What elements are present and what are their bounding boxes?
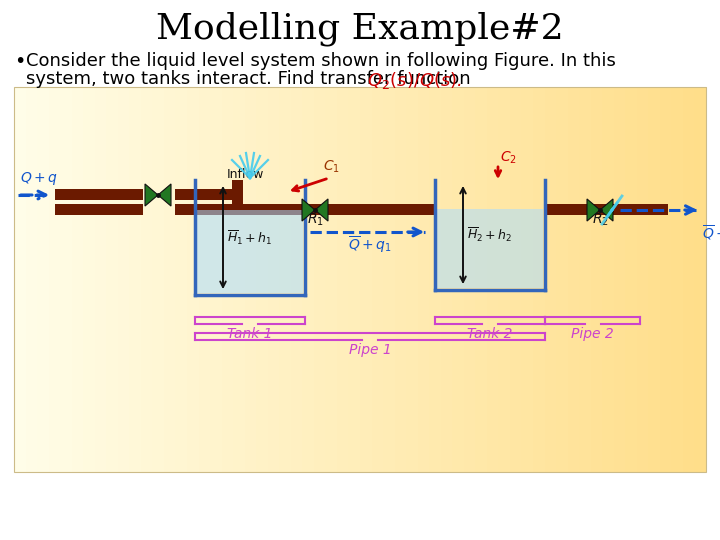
Bar [613, 87, 626, 472]
Bar [695, 87, 707, 472]
Bar [452, 87, 465, 472]
Text: •: • [14, 52, 25, 71]
Bar [671, 87, 684, 472]
Bar [232, 180, 243, 195]
Bar [210, 87, 222, 472]
Bar [233, 87, 246, 472]
Bar [360, 87, 372, 472]
Bar [72, 87, 84, 472]
Bar [187, 87, 199, 472]
Bar [84, 87, 96, 472]
Polygon shape [315, 199, 328, 221]
Bar [256, 87, 269, 472]
Text: system, two tanks interact. Find transfer function: system, two tanks interact. Find transfe… [26, 70, 477, 88]
Bar [418, 87, 431, 472]
Bar [49, 87, 61, 472]
Bar [521, 87, 534, 472]
Text: $R_1$: $R_1$ [307, 212, 323, 228]
Bar [441, 87, 454, 472]
Text: Consider the liquid level system shown in following Figure. In this: Consider the liquid level system shown i… [26, 52, 616, 70]
Bar [510, 87, 523, 472]
Bar [268, 87, 280, 472]
Bar [395, 87, 407, 472]
Polygon shape [302, 199, 315, 221]
Bar [164, 87, 176, 472]
Bar [25, 87, 38, 472]
Bar [567, 87, 580, 472]
Text: Inflow: Inflow [226, 168, 264, 181]
Bar [55, 204, 143, 215]
Bar [107, 87, 119, 472]
Text: $\overline{H}_1+h_1$: $\overline{H}_1+h_1$ [227, 229, 272, 247]
Bar [245, 87, 257, 472]
Bar [14, 87, 706, 472]
Bar [602, 87, 615, 472]
Text: $Q+q$: $Q+q$ [20, 170, 58, 187]
Bar [195, 204, 435, 215]
Bar [55, 189, 143, 200]
Bar [545, 204, 668, 215]
Polygon shape [158, 184, 171, 206]
Bar [199, 87, 211, 472]
Text: Tank 1: Tank 1 [228, 327, 273, 341]
Polygon shape [587, 199, 600, 221]
Text: Pipe 2: Pipe 2 [571, 327, 614, 341]
Bar [37, 87, 50, 472]
Text: Tank 2: Tank 2 [467, 327, 513, 341]
Text: $R_2$: $R_2$ [592, 212, 608, 228]
Bar [175, 204, 240, 215]
Bar [544, 87, 557, 472]
Bar [487, 87, 500, 472]
Bar [625, 87, 638, 472]
Bar [141, 87, 153, 472]
Bar [232, 180, 243, 210]
Bar [660, 87, 672, 472]
Bar [429, 87, 442, 472]
Bar [348, 87, 361, 472]
Text: $\overline{Q}+q_2$: $\overline{Q}+q_2$ [702, 224, 720, 245]
Bar [302, 87, 315, 472]
Bar [636, 87, 649, 472]
Text: $\overline{H}_2+h_2$: $\overline{H}_2+h_2$ [467, 226, 513, 244]
Bar [683, 87, 696, 472]
Text: $\overline{Q}+q_1$: $\overline{Q}+q_1$ [348, 235, 392, 255]
Bar [579, 87, 592, 472]
Bar [648, 87, 661, 472]
Bar [153, 87, 165, 472]
Bar [498, 87, 511, 472]
Text: $C_2$: $C_2$ [500, 150, 517, 166]
Bar [291, 87, 303, 472]
Polygon shape [600, 199, 613, 221]
Bar [279, 87, 292, 472]
Text: $Q_2(s)/Q(s)$.: $Q_2(s)/Q(s)$. [367, 70, 462, 91]
Bar [464, 87, 477, 472]
Bar [314, 87, 326, 472]
Bar [175, 189, 240, 200]
Bar [437, 209, 543, 288]
Bar [475, 87, 488, 472]
Bar [372, 87, 384, 472]
Bar [60, 87, 73, 472]
Bar [383, 87, 395, 472]
Bar [533, 87, 546, 472]
Bar [130, 87, 142, 472]
Polygon shape [145, 184, 158, 206]
Bar [197, 210, 303, 293]
Bar [556, 87, 569, 472]
Bar [118, 87, 130, 472]
Bar [176, 87, 188, 472]
Text: Pipe 1: Pipe 1 [348, 343, 392, 357]
Bar [222, 87, 234, 472]
Bar [14, 87, 27, 472]
Text: $C_1$: $C_1$ [323, 159, 340, 175]
Bar [590, 87, 603, 472]
Bar [325, 87, 338, 472]
Text: Modelling Example#2: Modelling Example#2 [156, 12, 564, 46]
Bar [95, 87, 107, 472]
Bar [337, 87, 349, 472]
Bar [406, 87, 418, 472]
